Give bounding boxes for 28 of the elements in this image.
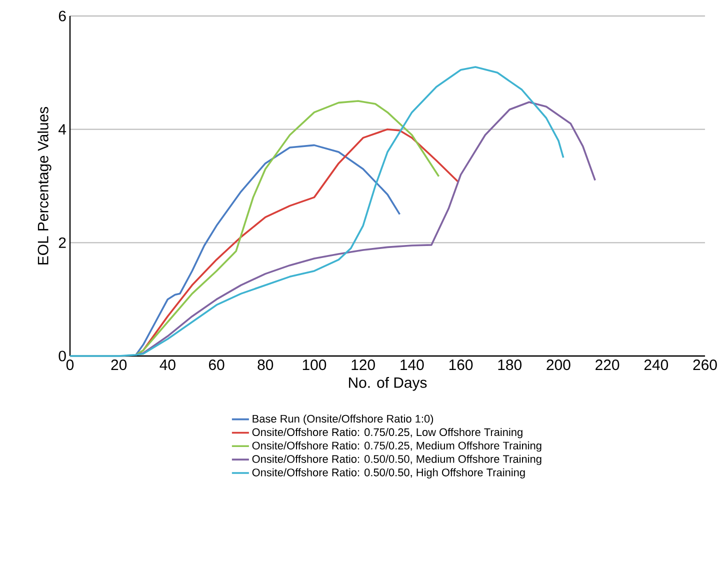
line-series <box>135 144 401 356</box>
legend-label: Base Run (Onsite/Offshore Ratio 1:0) <box>252 414 434 425</box>
x-tick-label: 200 <box>546 360 570 370</box>
x-tick-label: 240 <box>644 360 668 370</box>
line-series <box>135 100 440 356</box>
x-tick-label: 60 <box>208 360 224 370</box>
x-tick-label: 160 <box>449 360 473 370</box>
y-tick-label: 6 <box>58 10 66 22</box>
x-axis-title: No. of Days <box>348 376 427 391</box>
y-axis-title: EOL Percentage Values <box>37 106 52 264</box>
x-tick-label: 180 <box>498 360 522 370</box>
x-tick-label: 140 <box>400 360 424 370</box>
x-tick-label: 220 <box>596 360 620 370</box>
x-tick-label: 120 <box>352 360 375 370</box>
line-series <box>135 101 596 356</box>
legend-label: Onsite/Offshore Ratio: 0.50/0.50, High Offshore Training <box>252 468 525 478</box>
x-tick-label: 80 <box>258 360 274 370</box>
legend-label: Onsite/Offshore Ratio: 0.75/0.25, Low Offshore Training <box>252 428 522 438</box>
x-tick-label: 260 <box>693 360 717 370</box>
x-tick-label: 20 <box>111 360 127 370</box>
legend-label: Onsite/Offshore Ratio: 0.75/0.25, Medium Offshore Training <box>252 441 542 452</box>
x-tick-label: 40 <box>160 360 176 370</box>
x-tick-label: 0 <box>66 360 74 370</box>
x-tick-label: 100 <box>302 360 326 370</box>
y-tick-label: 4 <box>58 124 66 134</box>
y-tick-label: 0 <box>58 350 66 362</box>
legend-label: Onsite/Offshore Ratio: 0.50/0.50, Medium Offshore Training <box>252 454 542 466</box>
y-tick-label: 2 <box>58 237 66 248</box>
